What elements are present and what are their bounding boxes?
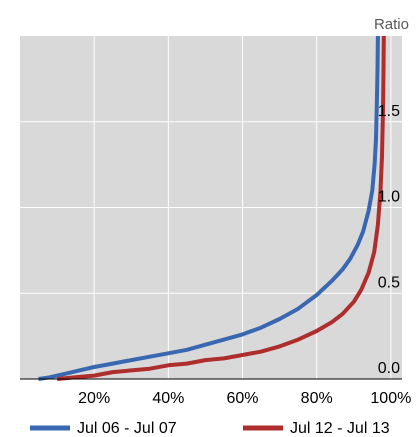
y-axis-ticks: 0.0 0.5 1.0 1.5 (378, 103, 400, 377)
x-tick-label: 60% (227, 390, 259, 407)
y-tick-label: 0.0 (378, 360, 400, 377)
y-tick-label: 1.5 (378, 103, 400, 120)
series-layer (38, 35, 386, 381)
legend: Jul 06 - Jul 07 Jul 12 - Jul 13 (30, 420, 390, 437)
series-line (56, 35, 386, 381)
grid (20, 36, 402, 379)
y-tick-label: 0.5 (378, 274, 400, 291)
x-tick-label: 20% (78, 390, 110, 407)
y-tick-label: 1.0 (378, 189, 400, 206)
x-tick-label: 40% (152, 390, 184, 407)
legend-label: Jul 12 - Jul 13 (290, 420, 390, 437)
legend-label: Jul 06 - Jul 07 (77, 420, 177, 437)
x-tick-label: 100% (370, 390, 411, 407)
x-axis-ticks: 20% 40% 60% 80% 100% (78, 390, 411, 407)
y-axis-unit-label: Ratio (374, 16, 409, 33)
x-tick-label: 80% (301, 390, 333, 407)
series-line (38, 35, 380, 381)
